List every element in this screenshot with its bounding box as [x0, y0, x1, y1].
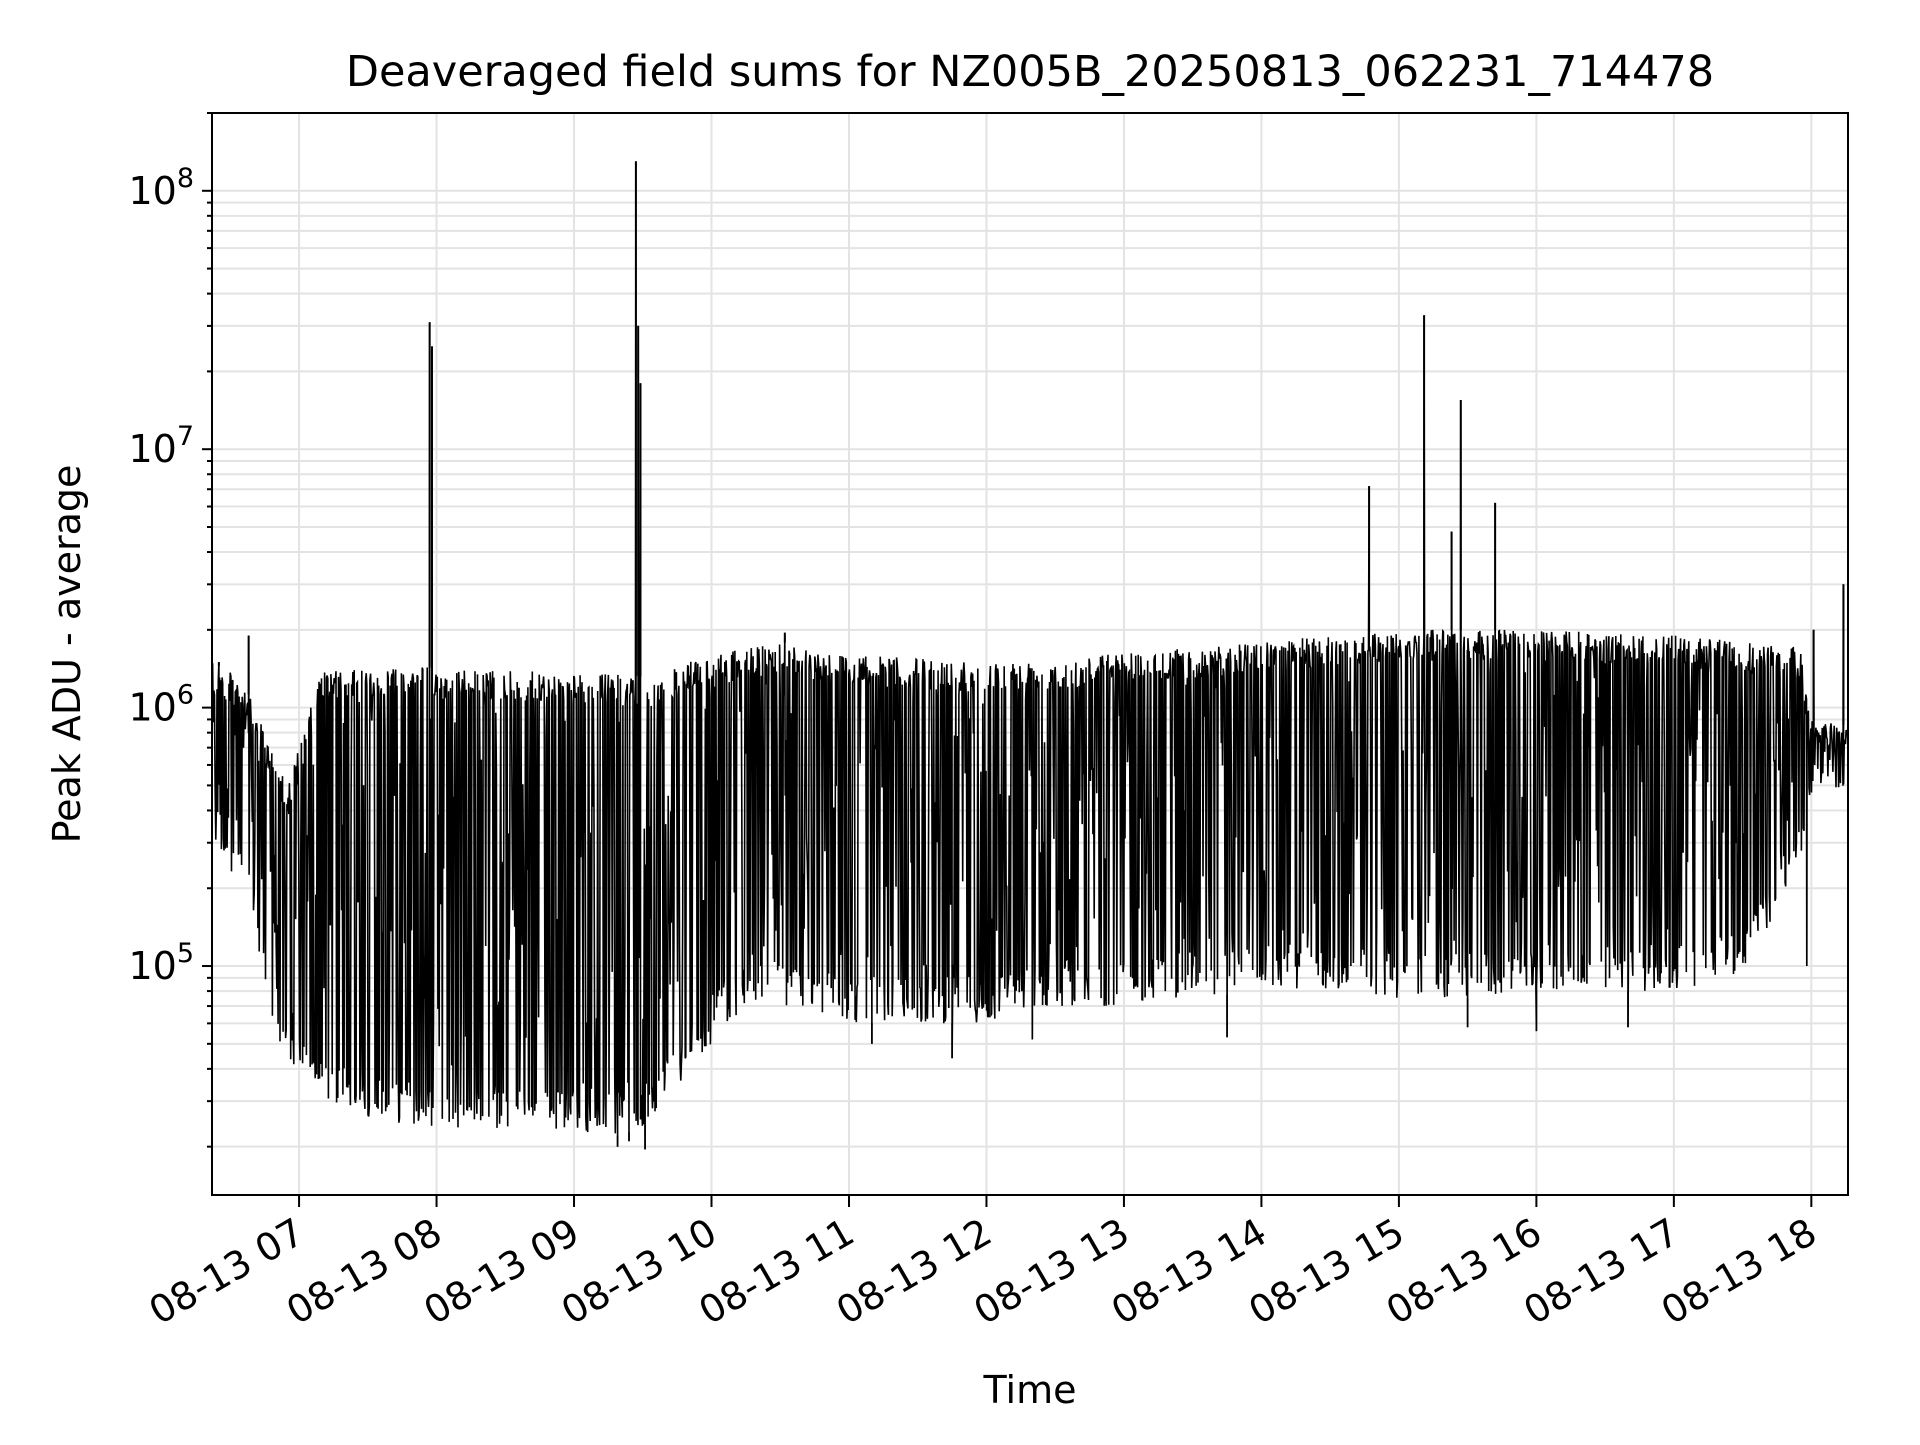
chart-title: Deaveraged field sums for NZ005B_2025081…: [346, 47, 1714, 97]
y-tick-exponent: 5: [177, 938, 194, 969]
y-tick-label: 106: [128, 680, 194, 730]
y-tick-exponent: 6: [177, 680, 194, 711]
y-tick-label: 107: [128, 421, 194, 471]
plot-area-frame: [211, 112, 1849, 1196]
y-tick-label: 108: [128, 163, 194, 213]
data-layer: [211, 161, 1849, 1150]
y-tick-base: 10: [128, 686, 176, 730]
y-tick-exponent: 8: [177, 163, 194, 194]
y-tick-base: 10: [128, 427, 176, 471]
series-line: [211, 161, 1849, 1150]
y-axis-label: Peak ADU - average: [45, 465, 89, 844]
y-tick-label: 105: [128, 938, 194, 988]
y-tick-exponent: 7: [177, 421, 194, 452]
y-tick-base: 10: [128, 944, 176, 988]
x-axis-label: Time: [983, 1368, 1077, 1412]
y-tick-base: 10: [128, 169, 176, 213]
